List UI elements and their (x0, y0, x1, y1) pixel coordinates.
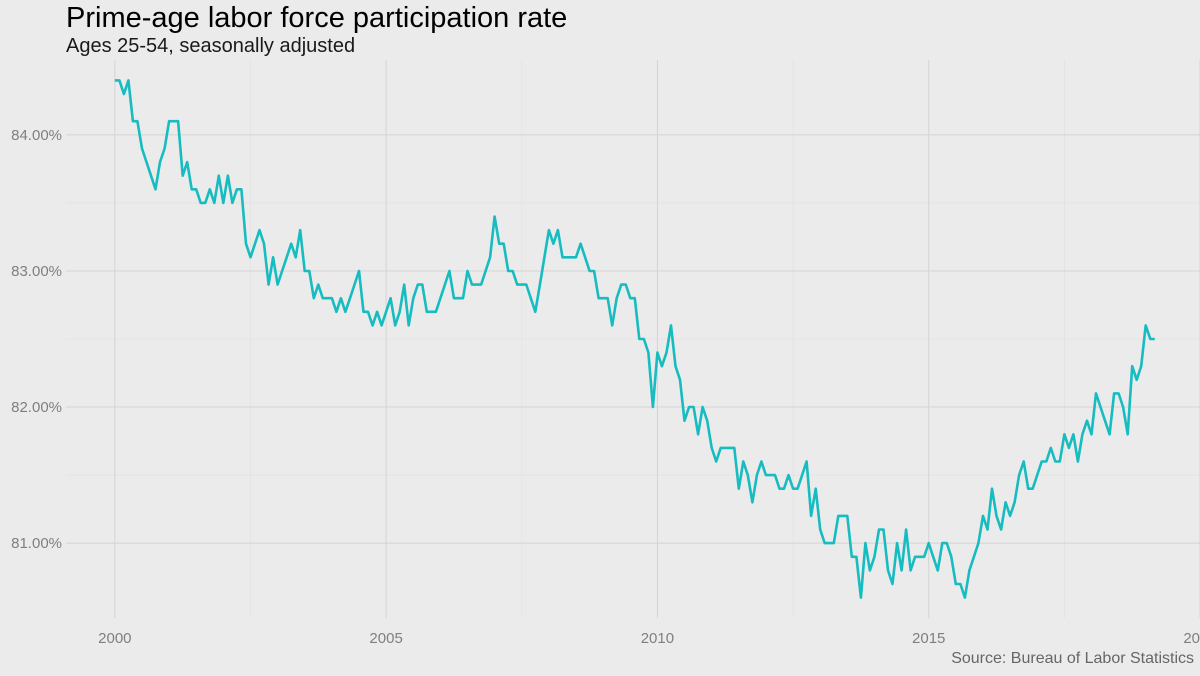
x-tick-label: 2015 (912, 630, 945, 647)
x-axis: 2000 2005 2010 2015 2020 (98, 630, 1200, 647)
y-tick-label: 81.00% (11, 535, 62, 552)
x-tick-label: 2005 (369, 630, 402, 647)
x-tick-label: 2010 (641, 630, 674, 647)
y-axis: 81.00% 82.00% 83.00% 84.00% (11, 127, 62, 552)
series-layer (114, 79, 1155, 599)
series-line (114, 79, 1155, 599)
grid-lines (66, 60, 1200, 618)
chart-subtitle: Ages 25-54, seasonally adjusted (66, 35, 356, 57)
x-tick-label: 2000 (98, 630, 131, 647)
y-tick-label: 82.00% (11, 399, 62, 416)
x-tick-label: 2020 (1183, 630, 1200, 647)
chart-title: Prime-age labor force participation rate (66, 2, 568, 34)
source-caption: Source: Bureau of Labor Statistics (951, 650, 1194, 667)
y-tick-label: 84.00% (11, 127, 62, 144)
y-tick-label: 83.00% (11, 263, 62, 280)
